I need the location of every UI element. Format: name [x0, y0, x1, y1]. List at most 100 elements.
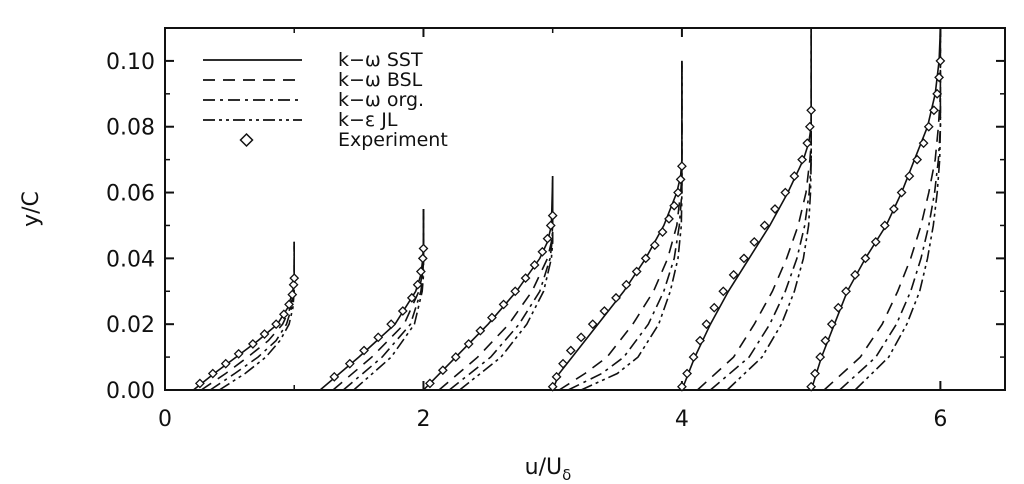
station-5-sst-curve — [681, 28, 813, 391]
station-6-experiment-point — [826, 319, 837, 330]
station-4-experiment-point — [599, 306, 610, 316]
station-1-sst-curve — [192, 241, 296, 391]
station-2-sst-curve — [319, 209, 425, 391]
station-3-experiment-point — [537, 246, 548, 257]
axis-ticks — [164, 28, 1005, 391]
station-5-experiment-point — [789, 171, 800, 182]
station-4-sst-curve — [551, 60, 683, 391]
station-1-experiment-point — [233, 348, 244, 359]
station-3-experiment-point — [475, 325, 486, 336]
station-5-experiment-point — [695, 335, 705, 346]
station-4-experiment-point — [675, 174, 686, 185]
y-axis-title: y/C — [19, 191, 44, 227]
station-2-experiment-point — [415, 266, 426, 277]
station-1-experiment-point — [284, 299, 294, 310]
y-tick-label: 0.10 — [106, 50, 155, 75]
station-5-experiment-point — [802, 138, 813, 149]
x-tick-label: 6 — [933, 407, 947, 432]
station-4-experiment-point — [547, 381, 558, 392]
station-3-experiment-point — [520, 273, 531, 284]
plot-frame — [164, 27, 1006, 391]
station-6-experiment-point — [833, 302, 844, 313]
station-4-experiment-point — [631, 266, 642, 277]
station-3-experiment-point — [510, 286, 521, 297]
station-6-experiment-point — [815, 352, 826, 363]
station-6-jl-curve — [854, 28, 942, 391]
station-6-experiment-point — [810, 368, 820, 379]
legend-label: k−ω BSL — [338, 69, 423, 91]
station-3-experiment-point — [450, 352, 461, 363]
station-6-experiment-point — [896, 187, 907, 198]
station-1-experiment-point — [271, 319, 282, 330]
station-6-experiment-point — [935, 55, 946, 66]
y-tick-label: 0.08 — [106, 116, 155, 141]
legend-label: k−ω SST — [338, 49, 423, 71]
x-tick-label: 2 — [416, 407, 430, 432]
station-4-jl-curve — [580, 60, 683, 391]
station-4-experiment-point — [576, 332, 587, 343]
station-6-experiment-point — [888, 204, 899, 214]
station-3-jl-curve — [459, 176, 554, 391]
station-6-experiment-point — [841, 286, 851, 297]
station-1-experiment-point — [287, 289, 298, 300]
station-3-experiment-point — [529, 260, 540, 270]
station-5-experiment-point — [770, 204, 780, 214]
legend-label: Experiment — [338, 129, 448, 151]
station-4-experiment-point — [611, 292, 621, 303]
station-1-org-curve — [209, 241, 296, 391]
station-5-jl-curve — [726, 28, 813, 391]
station-4-experiment-point — [551, 371, 562, 382]
experiment-markers — [194, 55, 946, 392]
station-6-sst-curve — [810, 27, 942, 391]
station-4-experiment-point — [657, 227, 668, 237]
station-3-experiment-point — [498, 299, 509, 310]
station-5-experiment-point — [688, 352, 699, 363]
station-5-experiment-point — [749, 236, 760, 247]
station-5-experiment-point — [759, 220, 770, 231]
station-4-experiment-point — [565, 345, 576, 356]
station-6-experiment-point — [820, 335, 831, 346]
station-1-experiment-point — [220, 358, 231, 369]
station-4-experiment-point — [587, 319, 598, 330]
station-5-experiment-point — [718, 286, 729, 297]
station-2-experiment-point — [329, 371, 340, 382]
station-6-experiment-point — [923, 121, 934, 132]
station-5-experiment-point — [709, 302, 720, 313]
station-6-experiment-point — [870, 236, 881, 247]
station-3-org-curve — [448, 176, 554, 391]
legend-label: k−ε JL — [338, 109, 398, 131]
station-5-experiment-point — [806, 105, 817, 116]
station-4-experiment-point — [649, 240, 660, 251]
station-3-experiment-point — [437, 365, 448, 376]
station-6-experiment-point — [904, 171, 915, 182]
x-tick-label: 0 — [158, 407, 172, 432]
legend-label: k−ω org. — [338, 89, 424, 111]
station-4-experiment-point — [664, 213, 674, 224]
station-6-experiment-point — [860, 253, 871, 264]
model-curves — [192, 27, 942, 391]
station-5-experiment-point — [728, 269, 739, 280]
station-4-experiment-point — [640, 253, 651, 264]
station-6-experiment-point — [912, 154, 923, 165]
station-2-experiment-point — [359, 345, 369, 356]
y-tick-label: 0.02 — [106, 313, 155, 338]
station-6-experiment-point — [932, 88, 943, 99]
station-2-experiment-point — [412, 279, 423, 290]
station-6-experiment-point — [934, 72, 945, 83]
station-4-experiment-point — [677, 161, 687, 172]
y-tick-label: 0.04 — [106, 247, 155, 272]
station-2-experiment-point — [406, 292, 417, 303]
station-4-experiment-point — [621, 279, 632, 290]
station-1-bsl-curve — [200, 241, 296, 391]
station-6-experiment-point — [929, 105, 939, 116]
station-5-experiment-point — [682, 368, 693, 379]
station-3-experiment-point — [547, 210, 558, 221]
station-6-experiment-point — [850, 269, 861, 280]
station-6-experiment-point — [806, 381, 817, 392]
station-1-experiment-point — [207, 368, 218, 379]
station-5-org-curve — [709, 28, 813, 391]
station-2-experiment-point — [417, 253, 428, 264]
station-2-experiment-point — [344, 358, 355, 369]
station-1-experiment-point — [259, 329, 270, 339]
